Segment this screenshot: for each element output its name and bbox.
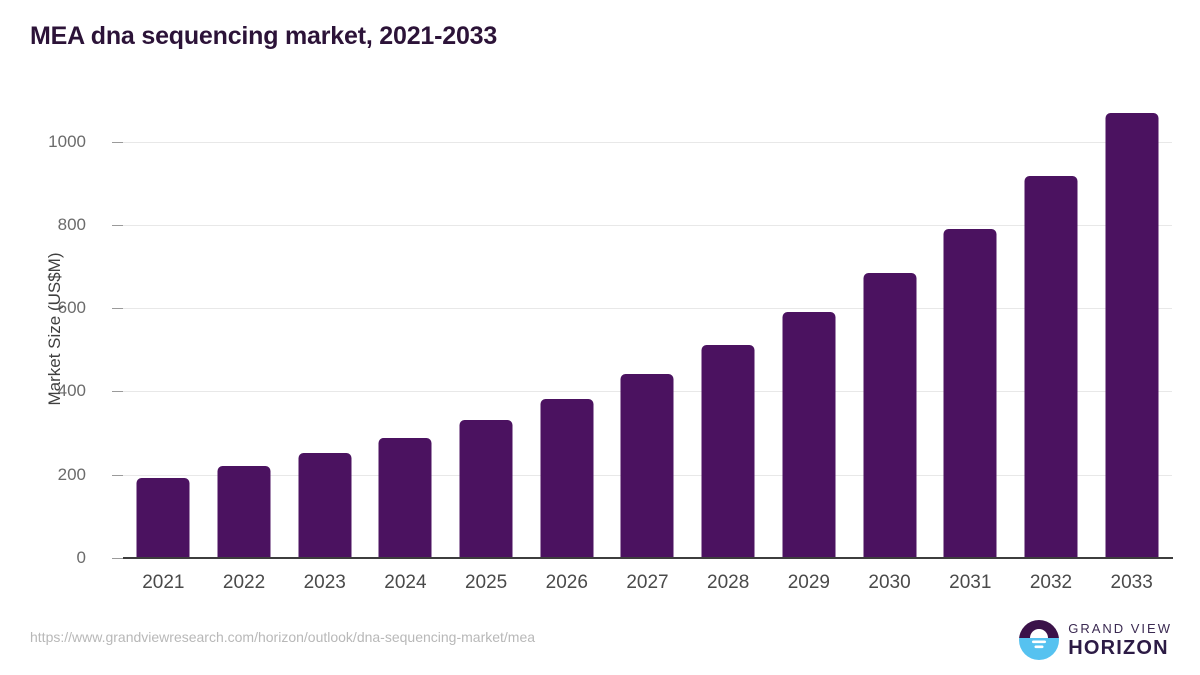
bar-group: 2021	[123, 100, 204, 593]
bar-group: 2022	[204, 100, 285, 593]
y-axis-tick-mark	[112, 558, 123, 559]
gridline	[123, 224, 1172, 226]
bar-2026[interactable]	[540, 398, 594, 558]
bar-group: 2033	[1091, 100, 1172, 593]
y-axis-tick-label: 800	[57, 214, 86, 234]
bar-2023[interactable]	[298, 453, 352, 558]
x-axis-tick-label: 2024	[384, 572, 427, 593]
brand-logo: GRAND VIEW HORIZON	[1019, 620, 1172, 660]
bar-2029[interactable]	[782, 312, 836, 558]
bar-2021[interactable]	[136, 478, 190, 558]
bar-2033[interactable]	[1105, 113, 1159, 558]
grand-view-horizon-logo-icon	[1019, 620, 1060, 660]
bar-group: 2030	[849, 100, 930, 593]
bar-2032[interactable]	[1024, 175, 1078, 558]
x-axis-line	[123, 557, 1173, 559]
y-axis-tick-label: 1000	[48, 131, 86, 151]
x-axis-tick-label: 2027	[626, 572, 669, 593]
y-axis-tick-mark	[112, 224, 123, 226]
y-axis-tick-mark	[112, 391, 123, 393]
bar-group: 2025	[446, 100, 527, 593]
x-axis-tick-label: 2026	[545, 572, 588, 593]
x-axis-tick-label: 2025	[464, 572, 508, 593]
bar-group: 2028	[688, 100, 769, 593]
x-axis-tick-label: 2030	[868, 572, 911, 593]
x-axis-tick-label: 2029	[787, 572, 831, 593]
bar-group: 2029	[769, 100, 850, 593]
page-title: MEA dna sequencing market, 2021-2033	[30, 22, 498, 50]
x-axis-tick-label: 2021	[142, 572, 185, 593]
y-axis-tick-label: 600	[57, 298, 86, 318]
bar-2031[interactable]	[943, 229, 997, 558]
y-axis-tick-mark	[112, 308, 123, 310]
plot-area: 0 200 400 600 800 1000 2021 2022 2023 2024 2025 20…	[45, 100, 1172, 593]
x-axis-tick-label: 2032	[1029, 572, 1073, 593]
bar-group: 2024	[365, 100, 446, 593]
y-axis-tick-label: 0	[76, 548, 86, 567]
x-axis-tick-label: 2028	[707, 572, 750, 593]
x-axis-tick-label: 2023	[303, 572, 346, 593]
y-axis-tick-label: 200	[57, 464, 86, 484]
logo-line-1: GRAND VIEW	[1068, 621, 1172, 636]
bar-2022[interactable]	[217, 466, 271, 558]
source-url[interactable]: https://www.grandviewresearch.com/horizo…	[30, 629, 536, 645]
y-axis-tick-label: 400	[57, 381, 86, 401]
x-axis-tick-label: 2033	[1110, 572, 1153, 593]
logo-line-2: HORIZON	[1068, 637, 1169, 659]
bar-2025[interactable]	[459, 419, 513, 558]
bar-group: 2027	[607, 100, 688, 593]
logo-wordmark: GRAND VIEW HORIZON	[1068, 622, 1172, 658]
y-axis-tick-mark	[112, 474, 123, 476]
bar-series: 2021 2022 2023 2024 2025 2026 2027 2028 2029 2030…	[123, 100, 1172, 593]
gridline	[123, 308, 1172, 310]
bar-2024[interactable]	[378, 437, 432, 558]
bar-group: 2031	[930, 100, 1011, 593]
bar-group: 2026	[526, 100, 607, 593]
y-axis-label: Market Size (US$M)	[45, 252, 64, 406]
y-axis-tick-mark	[112, 141, 123, 143]
x-axis-tick-label: 2022	[222, 572, 266, 593]
bar-2027[interactable]	[620, 374, 674, 558]
bar-group: 2023	[284, 100, 365, 593]
bar-2028[interactable]	[701, 345, 755, 558]
x-axis-tick-label: 2031	[949, 572, 992, 593]
bar-group: 2032	[1011, 100, 1092, 593]
gridline	[123, 141, 1172, 143]
bar-2030[interactable]	[863, 273, 917, 558]
